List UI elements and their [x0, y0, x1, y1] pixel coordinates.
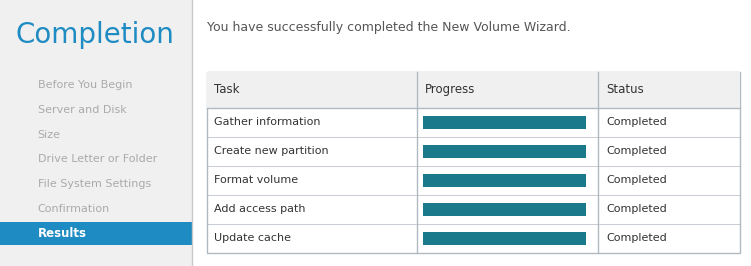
Text: Completed: Completed	[606, 204, 667, 214]
Text: Results: Results	[38, 227, 86, 240]
FancyBboxPatch shape	[423, 203, 586, 216]
Text: Completion: Completion	[15, 21, 174, 49]
Text: Add access path: Add access path	[214, 204, 306, 214]
FancyBboxPatch shape	[423, 116, 586, 129]
Text: Task: Task	[214, 83, 240, 96]
Text: Server and Disk: Server and Disk	[38, 105, 126, 115]
FancyBboxPatch shape	[423, 174, 586, 187]
FancyBboxPatch shape	[423, 232, 586, 245]
FancyBboxPatch shape	[423, 145, 586, 158]
Text: Gather information: Gather information	[214, 117, 321, 127]
Text: You have successfully completed the New Volume Wizard.: You have successfully completed the New …	[207, 21, 570, 34]
Text: Drive Letter or Folder: Drive Letter or Folder	[38, 154, 157, 164]
Text: Completed: Completed	[606, 233, 667, 243]
Text: Size: Size	[38, 130, 61, 140]
Text: Completed: Completed	[606, 117, 667, 127]
Text: Status: Status	[606, 83, 644, 96]
FancyBboxPatch shape	[0, 0, 192, 266]
FancyBboxPatch shape	[192, 0, 751, 266]
Text: Completed: Completed	[606, 175, 667, 185]
Text: Before You Begin: Before You Begin	[38, 80, 132, 90]
FancyBboxPatch shape	[0, 222, 192, 245]
Text: File System Settings: File System Settings	[38, 179, 151, 189]
Text: Format volume: Format volume	[214, 175, 298, 185]
Text: Progress: Progress	[424, 83, 475, 96]
Text: Update cache: Update cache	[214, 233, 291, 243]
Text: Confirmation: Confirmation	[38, 204, 110, 214]
Text: Create new partition: Create new partition	[214, 146, 329, 156]
Text: Completed: Completed	[606, 146, 667, 156]
FancyBboxPatch shape	[207, 72, 740, 108]
